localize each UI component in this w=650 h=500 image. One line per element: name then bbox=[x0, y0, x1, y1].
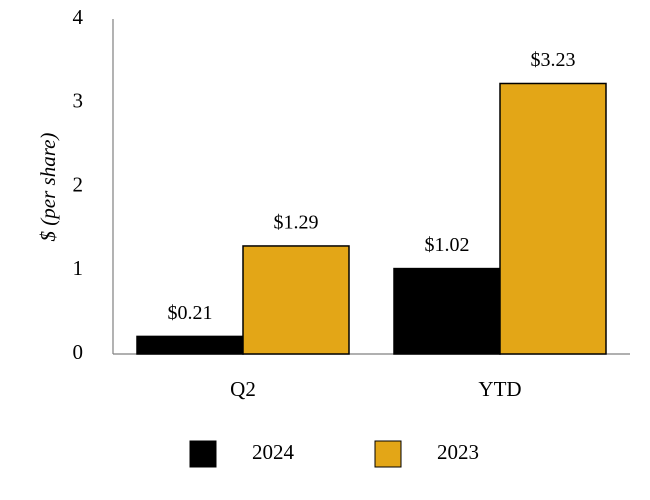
data-label-2024-q2: $0.21 bbox=[168, 302, 213, 324]
y-tick-label-4: 4 bbox=[73, 5, 84, 29]
bar-2023-q2 bbox=[242, 245, 350, 355]
data-labels: $0.21 $1.02 $1.29 $3.23 bbox=[168, 49, 576, 324]
x-tick-label-q2: Q2 bbox=[230, 377, 256, 401]
legend-label-2023: 2023 bbox=[437, 440, 479, 464]
legend-swatch-2023 bbox=[374, 440, 402, 468]
bar-2024-ytd bbox=[393, 267, 501, 355]
y-tick-label-3: 3 bbox=[73, 89, 84, 113]
bars bbox=[136, 82, 607, 355]
legend-swatch-2024 bbox=[189, 440, 217, 468]
legend-label-2024: 2024 bbox=[252, 440, 295, 464]
y-axis-title: $ (per share) bbox=[36, 133, 60, 242]
bar-2023-ytd bbox=[499, 82, 607, 355]
data-label-2023-ytd: $3.23 bbox=[531, 49, 576, 71]
data-label-2024-ytd: $1.02 bbox=[425, 234, 470, 256]
legend: 2024 2023 bbox=[189, 440, 479, 468]
y-tick-label-2: 2 bbox=[73, 172, 84, 196]
data-label-2023-q2: $1.29 bbox=[274, 212, 319, 234]
y-tick-label-1: 1 bbox=[73, 256, 84, 280]
x-tick-label-ytd: YTD bbox=[478, 377, 521, 401]
bar-2024-q2 bbox=[136, 335, 244, 355]
y-tick-label-0: 0 bbox=[73, 340, 84, 364]
